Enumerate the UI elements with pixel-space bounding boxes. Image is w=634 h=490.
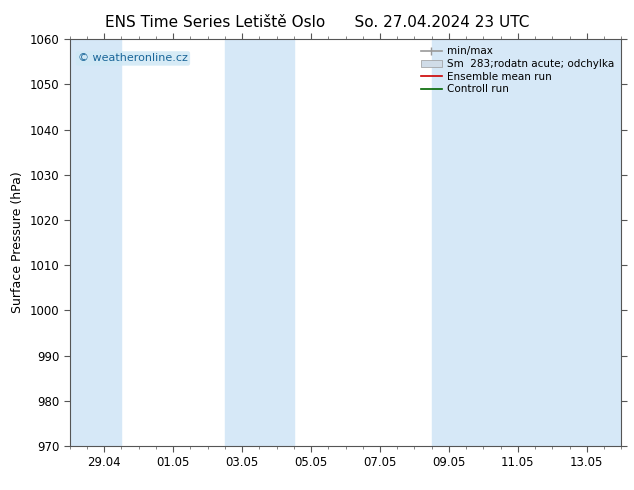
Bar (225, 39, 294, 446)
Text: ENS Time Series Letiště Oslo      So. 27.04.2024 23 UTC: ENS Time Series Letiště Oslo So. 27.04.2… (105, 15, 529, 30)
Bar (70, 39, 122, 446)
Text: © weatheronline.cz: © weatheronline.cz (78, 53, 188, 63)
Bar (432, 39, 621, 446)
Legend: min/max, Sm  283;rodatn acute; odchylka, Ensemble mean run, Controll run: min/max, Sm 283;rodatn acute; odchylka, … (418, 45, 616, 97)
Y-axis label: Surface Pressure (hPa): Surface Pressure (hPa) (11, 172, 24, 314)
